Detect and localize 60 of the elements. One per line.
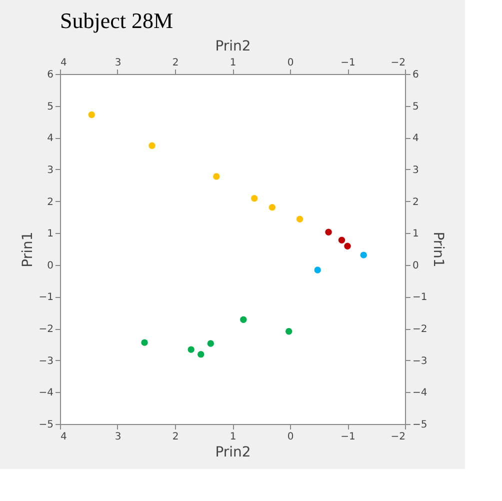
x2-tick-label: 1 bbox=[230, 432, 236, 442]
x2-tick-label: −2 bbox=[390, 432, 406, 442]
y2-tick-label: −3 bbox=[412, 356, 428, 367]
x-tick-label: −2 bbox=[390, 58, 406, 68]
x-axis-title: Prin2 bbox=[215, 444, 251, 460]
y-tick-label: 0 bbox=[47, 260, 54, 272]
point bbox=[314, 266, 321, 274]
point bbox=[360, 252, 367, 258]
chart-title: Subject 28M bbox=[60, 8, 174, 33]
x2-axis-title: Prin2 bbox=[215, 38, 251, 54]
y2-tick-label: −5 bbox=[412, 420, 428, 430]
point bbox=[207, 340, 214, 347]
point bbox=[148, 142, 156, 149]
x2-tick-label: −1 bbox=[340, 432, 356, 442]
x-tick-label: 3 bbox=[114, 58, 122, 68]
y-tick-label: −5 bbox=[38, 420, 54, 430]
point bbox=[88, 111, 95, 118]
point bbox=[188, 346, 194, 353]
y2-tick-label: −1 bbox=[412, 292, 428, 304]
y-tick-label: 5 bbox=[47, 101, 54, 112]
y-tick-label: −3 bbox=[38, 356, 54, 367]
y2-tick-label: 3 bbox=[412, 164, 419, 176]
x2-tick-label: 0 bbox=[287, 432, 294, 442]
y-tick-label: −2 bbox=[38, 324, 54, 336]
point bbox=[338, 236, 346, 244]
point bbox=[250, 195, 258, 202]
point bbox=[285, 328, 292, 335]
x-tick-label: 0 bbox=[287, 58, 294, 68]
y-tick-label: 1 bbox=[47, 228, 54, 240]
point bbox=[213, 173, 220, 180]
y2-tick-label: 4 bbox=[412, 133, 419, 144]
point bbox=[240, 316, 247, 323]
point bbox=[141, 339, 148, 346]
y-tick-label: 3 bbox=[47, 164, 54, 176]
y-tick-label: 4 bbox=[47, 133, 54, 144]
x-tick-label: 4 bbox=[60, 58, 67, 68]
x-tick-label: 2 bbox=[172, 58, 179, 68]
y2-tick-label: 6 bbox=[412, 70, 419, 80]
y2-tick-label: −4 bbox=[412, 388, 428, 399]
y2-tick-label: 1 bbox=[412, 228, 419, 240]
x-tick-label: 1 bbox=[230, 58, 236, 68]
y2-tick-label: −2 bbox=[412, 324, 428, 336]
point bbox=[268, 204, 276, 211]
y2-tick-label: 5 bbox=[412, 101, 419, 112]
y2-tick-label: 2 bbox=[412, 196, 419, 208]
x2-tick-label: 4 bbox=[60, 432, 67, 442]
point bbox=[296, 216, 304, 222]
y-tick-label: 6 bbox=[47, 70, 54, 80]
y2-axis-title: Prin1 bbox=[430, 232, 446, 268]
x2-tick-label: 3 bbox=[114, 432, 122, 442]
x2-tick-label: 2 bbox=[172, 432, 179, 442]
y-tick-label: 2 bbox=[47, 196, 54, 208]
point bbox=[325, 228, 332, 236]
point bbox=[198, 350, 204, 358]
y-tick-label: −4 bbox=[38, 388, 54, 399]
y-axis-title: Prin1 bbox=[20, 232, 36, 268]
x-tick-label: −1 bbox=[340, 58, 356, 68]
y-tick-label: −1 bbox=[38, 292, 54, 304]
point bbox=[344, 242, 351, 250]
y2-tick-label: 0 bbox=[412, 260, 419, 272]
